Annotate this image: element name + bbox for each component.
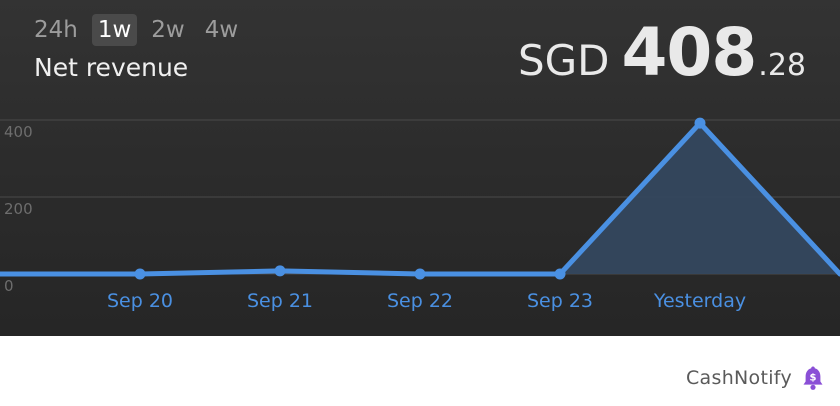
revenue-area-fill xyxy=(560,123,840,274)
revenue-amount: SGD 408 .28 xyxy=(518,14,806,91)
y-tick-label: 200 xyxy=(4,200,33,218)
x-tick-label: Yesterday xyxy=(653,290,746,312)
bell-dollar-icon: $ xyxy=(803,366,823,390)
amount-integer: 408 xyxy=(621,14,758,91)
range-4w[interactable]: 4w xyxy=(204,17,239,43)
y-tick-label: 0 xyxy=(4,277,14,295)
x-tick-label: Sep 20 xyxy=(107,290,173,312)
data-point xyxy=(414,268,426,280)
revenue-card: 24h 1w 2w 4w Net revenue SGD 408 .28 400… xyxy=(0,0,840,336)
data-point xyxy=(274,265,286,277)
data-point xyxy=(694,117,706,129)
range-24h[interactable]: 24h xyxy=(34,17,78,43)
range-1w[interactable]: 1w xyxy=(91,14,138,46)
amount-decimal: .28 xyxy=(758,48,806,83)
range-2w[interactable]: 2w xyxy=(151,17,185,43)
brand-name: CashNotify xyxy=(685,367,792,389)
y-tick-label: 400 xyxy=(4,123,33,141)
metric-label: Net revenue xyxy=(34,53,189,82)
range-selector: 24h 1w 2w 4w xyxy=(34,14,244,46)
svg-text:$: $ xyxy=(810,372,817,383)
amount-currency: SGD xyxy=(517,36,610,85)
x-tick-label: Sep 22 xyxy=(387,290,453,312)
data-point xyxy=(134,268,146,280)
revenue-chart: 400 200 0 Sep 20 Sep 21 Sep 22 Sep 23 Yesterda… xyxy=(0,117,840,312)
data-point xyxy=(554,268,566,280)
x-tick-label: Sep 23 xyxy=(527,290,593,312)
x-tick-label: Sep 21 xyxy=(247,290,313,312)
